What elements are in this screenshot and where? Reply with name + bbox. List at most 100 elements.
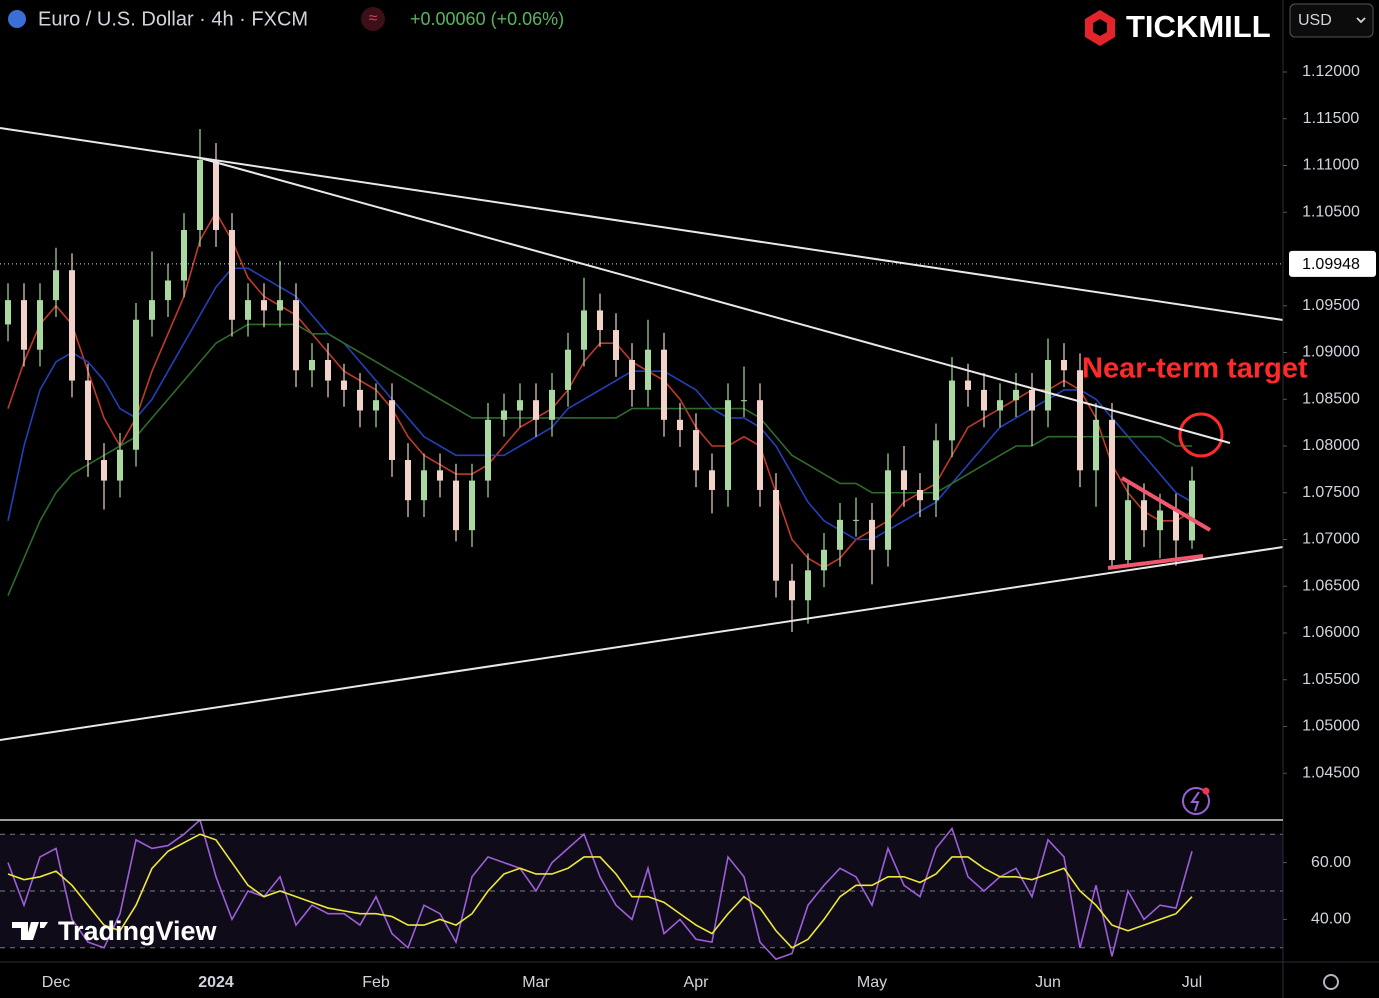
candle-body (1061, 359, 1067, 371)
candle-body (149, 300, 155, 320)
candle-body (821, 549, 827, 571)
x-tick-label: Jul (1182, 974, 1202, 991)
y-tick-label: 1.08500 (1302, 390, 1360, 407)
watermark-logo (12, 922, 48, 940)
y-tick-label: 1.09500 (1302, 297, 1360, 314)
candle-body (645, 349, 651, 390)
brand-logo-inner (1093, 19, 1107, 36)
candle-body (117, 449, 123, 481)
candle-body (709, 470, 715, 490)
y-tick-label: 1.09000 (1302, 344, 1360, 361)
x-tick-label: Jun (1035, 974, 1061, 991)
candle-body (5, 300, 11, 325)
candle-body (245, 300, 251, 320)
currency-selector[interactable] (1289, 3, 1374, 38)
candle-body (165, 280, 171, 301)
candle-body (933, 440, 939, 501)
settings-icon[interactable] (1323, 974, 1339, 990)
y-tick-label: 1.11000 (1303, 157, 1360, 174)
candle-body (133, 319, 139, 450)
alert-icon[interactable] (1182, 787, 1210, 815)
candle-body (21, 300, 27, 350)
chevron (1356, 17, 1366, 24)
y-tick-label: 1.06000 (1302, 624, 1360, 641)
candle-body (277, 300, 283, 311)
candle-body (341, 380, 347, 390)
candle-body (325, 359, 331, 381)
pattern-line (1120, 476, 1212, 532)
candle-body (613, 330, 619, 360)
candle-body (981, 389, 987, 411)
indicator-icon[interactable] (361, 7, 385, 31)
currency-label[interactable]: USD (1298, 12, 1332, 29)
target-circle (1178, 412, 1224, 458)
last-price-label: 1.09948 (1302, 256, 1360, 273)
candle-body (789, 580, 795, 601)
candle-body (197, 159, 203, 231)
candle-body (421, 470, 427, 501)
y-tick-label: 1.05500 (1302, 671, 1360, 688)
candle-body (437, 470, 443, 481)
price-change: +0.00060 (+0.06%) (410, 9, 564, 29)
candle-body (261, 300, 267, 311)
x-tick-label: Mar (522, 974, 550, 991)
annotation: Near-term target (1082, 353, 1308, 385)
candle-body (533, 400, 539, 420)
candle-body (293, 300, 299, 371)
candle-body (1013, 389, 1019, 401)
candle-body (741, 400, 747, 402)
candle-body (581, 310, 587, 350)
candle-body (1109, 419, 1115, 561)
candle-body (773, 489, 779, 581)
candle-body (357, 389, 363, 411)
candle-body (53, 270, 59, 301)
candle-body (37, 300, 43, 350)
alert-bolt (1190, 791, 1200, 812)
y-tick-label: 1.05000 (1302, 718, 1360, 735)
y-tick-label: 1.06500 (1302, 577, 1360, 594)
candle-body (885, 470, 891, 550)
x-tick-label: Dec (42, 974, 70, 991)
candle-body (69, 270, 75, 381)
y-tick-label: 1.10500 (1302, 203, 1360, 220)
candle-body (517, 400, 523, 411)
y-tick-label: 1.08000 (1302, 437, 1360, 454)
y-tick-label: 60.00 (1311, 854, 1351, 871)
symbol-icon (8, 10, 26, 28)
candle-body (1125, 500, 1131, 561)
y-tick-label: 1.04500 (1302, 764, 1360, 781)
candle-body (229, 230, 235, 320)
candle-body (853, 519, 859, 521)
candle-body (997, 400, 1003, 411)
trendline (0, 546, 1284, 741)
x-tick-label: 2024 (198, 974, 234, 991)
x-tick-label: May (857, 974, 887, 991)
candle-body (757, 400, 763, 490)
candle-body (1077, 370, 1083, 471)
candle-body (85, 380, 91, 461)
candle-body (549, 389, 555, 420)
candle-body (453, 480, 459, 531)
candle-body (485, 419, 491, 481)
candle-body (1157, 510, 1163, 531)
candle-body (1045, 359, 1051, 411)
y-tick-label: 1.07500 (1302, 484, 1360, 501)
candle-body (677, 419, 683, 431)
candle-body (501, 410, 507, 420)
candle-body (661, 349, 667, 420)
candle-body (693, 430, 699, 471)
line-series (7, 267, 1193, 541)
pattern-line (1107, 554, 1204, 570)
candle-body (373, 400, 379, 411)
candle-body (389, 400, 395, 461)
x-tick-label: Feb (362, 974, 390, 991)
y-tick-label: 1.12000 (1302, 63, 1360, 80)
candle-body (1189, 480, 1195, 541)
line-series (7, 323, 1192, 596)
trendline (199, 157, 1231, 444)
brand-name: TICKMILL (1126, 9, 1271, 44)
line-series (7, 820, 1193, 961)
symbol-title[interactable]: Euro / U.S. Dollar · 4h · FXCM (38, 8, 308, 30)
line-series (7, 833, 1193, 949)
